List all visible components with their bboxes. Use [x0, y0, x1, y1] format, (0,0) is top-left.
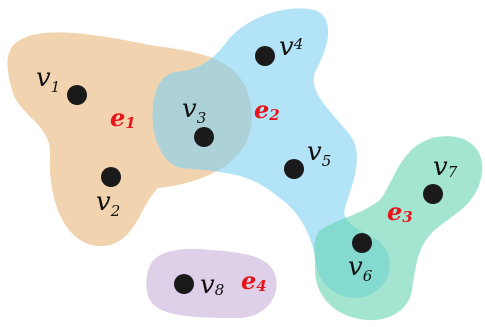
vertex-v4-node — [255, 46, 275, 66]
vertex-v3-node — [194, 127, 214, 147]
vertex-v2-node — [101, 167, 121, 187]
hyperedge-e3-region — [314, 136, 483, 321]
vertex-v7-node — [423, 184, 443, 204]
vertex-v5-node — [284, 159, 304, 179]
vertex-v5-label: v5 — [307, 137, 331, 170]
vertex-v3-label: v3 — [182, 94, 206, 127]
hyperedge-e4-label: e4 — [241, 266, 267, 295]
vertex-v6-label: v6 — [348, 252, 373, 285]
vertex-v1-label: v1 — [36, 63, 60, 96]
vertex-v8-label: v8 — [200, 270, 224, 300]
hyperedge-e2-label: e2 — [254, 95, 280, 124]
hyperedge-e4-region — [146, 248, 277, 318]
vertex-v2-label: v2 — [96, 187, 120, 220]
vertex-v4-label: v4 — [279, 32, 303, 62]
vertex-v6-node — [352, 233, 372, 253]
hyperedge-e3-label: e3 — [387, 197, 413, 226]
vertex-v1-node — [67, 85, 87, 105]
vertex-v8-node — [174, 274, 194, 294]
vertex-v7-label: v7 — [433, 152, 458, 182]
hyperedge-e1-label: e1 — [110, 103, 136, 132]
